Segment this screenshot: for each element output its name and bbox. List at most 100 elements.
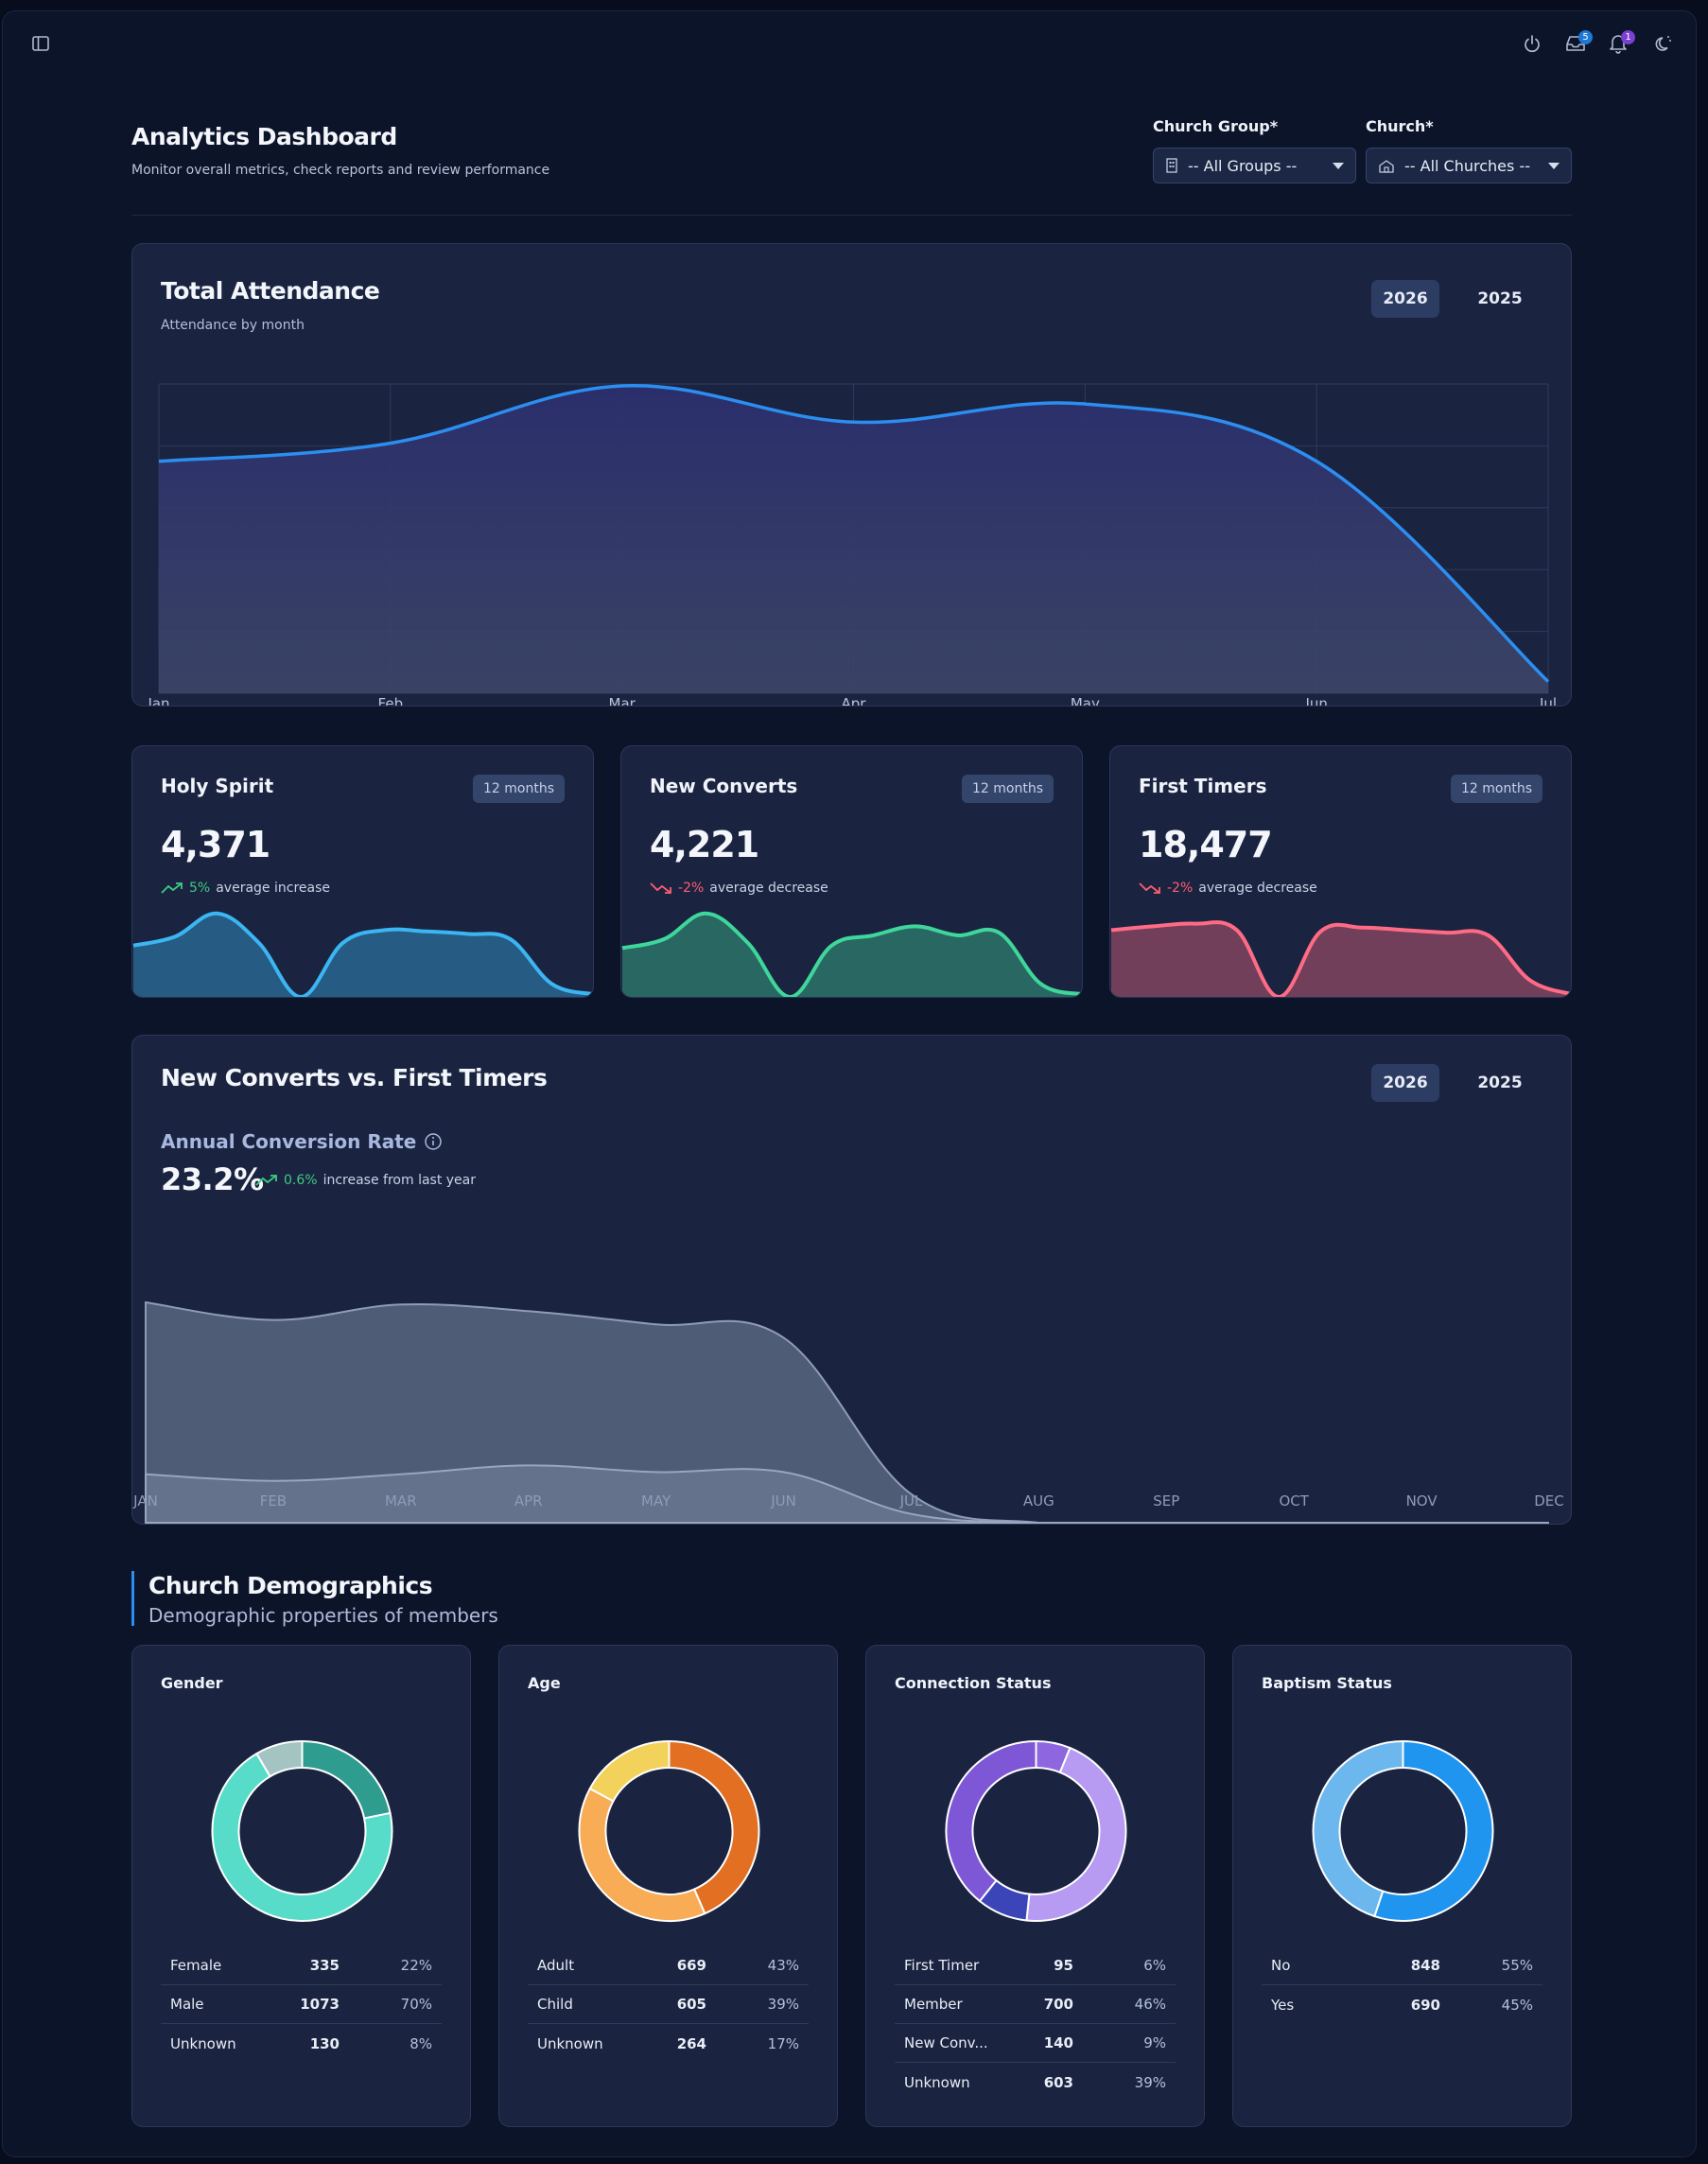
donut-slice-female[interactable] xyxy=(301,1739,392,1820)
page-title: Analytics Dashboard xyxy=(131,123,397,150)
demographics-accent-bar xyxy=(131,1571,134,1626)
attendance-title: Total Attendance xyxy=(161,277,380,305)
demographic-label: Child xyxy=(537,1996,573,2013)
demographic-count: 690 xyxy=(1410,1996,1440,2014)
demographic-label: Yes xyxy=(1271,1996,1295,2014)
demographics-title: Church Demographics xyxy=(148,1572,433,1599)
demographic-row: Unknown 603 39% xyxy=(895,2063,1176,2102)
conversion-rate-value: 23.2% xyxy=(161,1161,264,1197)
conversion-rate-delta-text: increase from last year xyxy=(322,1173,477,1188)
donut-slice-member[interactable] xyxy=(1025,1746,1127,1922)
donut-slice-no[interactable] xyxy=(1373,1739,1494,1922)
demographic-donut xyxy=(945,1739,1127,1922)
theme-toggle-icon[interactable] xyxy=(1651,33,1672,58)
sparkline-area xyxy=(622,913,1082,997)
demographic-row: New Conv... 140 9% xyxy=(895,2024,1176,2063)
demographic-percent: 43% xyxy=(767,1957,799,1974)
power-icon[interactable] xyxy=(1522,33,1542,58)
attendance-chart: Jan Feb Mar Apr May Jun Jul xyxy=(147,383,1557,707)
demographic-count: 130 xyxy=(309,2034,340,2052)
demographic-row: Male 1073 70% xyxy=(161,1985,442,2024)
demographic-row: No 848 55% xyxy=(1262,1946,1542,1985)
sparkline-area xyxy=(1111,922,1571,997)
donut-slice-unknown[interactable] xyxy=(588,1739,671,1803)
stat-period-badge[interactable]: 12 months xyxy=(962,775,1054,803)
demographic-card-connection-status: Connection Status First Timer 95 6% Memb… xyxy=(865,1645,1205,2127)
demographic-title: Age xyxy=(528,1674,561,1692)
donut-slice-child[interactable] xyxy=(578,1787,706,1922)
x-tick-label: Feb xyxy=(378,695,404,707)
conversion-year-2026[interactable]: 2026 xyxy=(1371,1064,1439,1102)
sparkline-line xyxy=(621,911,1082,997)
attendance-year-2026[interactable]: 2026 xyxy=(1371,280,1439,318)
x-tick-label: APR xyxy=(514,1492,543,1510)
church-value: -- All Churches -- xyxy=(1404,156,1530,175)
demographic-percent: 6% xyxy=(1143,1957,1166,1974)
demographic-table: First Timer 95 6% Member 700 46% New Con… xyxy=(895,1946,1176,2102)
attendance-line xyxy=(158,383,1550,683)
demographic-percent: 45% xyxy=(1501,1996,1533,2014)
header-divider xyxy=(131,215,1572,216)
conversion-year-2025[interactable]: 2025 xyxy=(1477,1073,1523,1092)
x-tick-label: Apr xyxy=(842,695,867,707)
stat-trend: 5% average increase xyxy=(161,881,330,896)
app-frame: 5 1 Analytics Dashboard Monitor overall … xyxy=(2,10,1697,2157)
donut-slice-male[interactable] xyxy=(211,1752,393,1922)
sidebar-toggle-icon[interactable] xyxy=(31,34,50,57)
x-tick-label: JUL xyxy=(899,1492,923,1510)
stat-value: 4,371 xyxy=(161,824,270,865)
donut-slice-unknown[interactable] xyxy=(945,1739,1037,1903)
demographic-percent: 9% xyxy=(1143,2034,1166,2051)
stat-card-first-timers: First Timers 12 months 18,477 -2% averag… xyxy=(1109,745,1572,998)
demographic-row: First Timer 95 6% xyxy=(895,1946,1176,1985)
church-group-value: -- All Groups -- xyxy=(1188,156,1298,175)
demographic-percent: 22% xyxy=(400,1957,432,1974)
donut-slice-yes[interactable] xyxy=(1312,1739,1404,1918)
conversion-rate-heading: Annual Conversion Rate xyxy=(161,1130,443,1153)
stat-delta: 5% xyxy=(189,881,211,896)
demographic-percent: 39% xyxy=(767,1996,799,2013)
demographic-label: Male xyxy=(170,1996,204,2013)
demographic-table: Adult 669 43% Child 605 39% Unknown 264 … xyxy=(528,1946,809,2063)
sparkline-line xyxy=(132,911,593,997)
demographic-card-age: Age Adult 669 43% Child 605 39% Unknown … xyxy=(498,1645,838,2127)
demographic-label: Female xyxy=(170,1957,222,1974)
church-group-select[interactable]: -- All Groups -- xyxy=(1153,148,1356,183)
demographic-label: No xyxy=(1271,1957,1291,1974)
stat-period-badge[interactable]: 12 months xyxy=(1451,775,1542,803)
demographic-percent: 70% xyxy=(400,1996,432,2013)
attendance-card: Total Attendance Attendance by month 202… xyxy=(131,243,1572,707)
stat-period-badge[interactable]: 12 months xyxy=(473,775,565,803)
demographic-table: Female 335 22% Male 1073 70% Unknown 130… xyxy=(161,1946,442,2063)
conversion-chart: JAN FEB MAR APR MAY JUN JUL AUG SEP OCT NOV DEC xyxy=(132,1300,1564,1524)
demographic-count: 700 xyxy=(1043,1996,1073,2013)
stat-card-new-converts: New Converts 12 months 4,221 -2% average… xyxy=(620,745,1083,998)
church-select[interactable]: -- All Churches -- xyxy=(1366,148,1572,183)
demographic-label: Member xyxy=(904,1996,963,2013)
stat-sparkline xyxy=(621,911,1082,997)
stat-title: First Timers xyxy=(1139,775,1267,797)
demographic-row: Unknown 264 17% xyxy=(528,2024,809,2063)
inbox-icon[interactable] xyxy=(1564,33,1587,58)
trend-down-icon xyxy=(1139,882,1160,894)
stat-delta-text: average increase xyxy=(216,881,330,896)
conversion-rate-delta: 0.6% xyxy=(284,1173,318,1188)
bell-icon[interactable] xyxy=(1608,32,1629,58)
demographic-donut xyxy=(211,1739,393,1922)
attendance-year-2025[interactable]: 2025 xyxy=(1477,289,1523,308)
stat-trend: -2% average decrease xyxy=(1139,881,1317,896)
x-tick-label: May xyxy=(1071,695,1100,707)
demographic-card-baptism-status: Baptism Status No 848 55% Yes 690 45% xyxy=(1232,1645,1572,2127)
demographic-percent: 17% xyxy=(767,2034,799,2052)
inbox-badge: 5 xyxy=(1578,30,1593,44)
donut-slice-unknown[interactable] xyxy=(255,1739,304,1778)
demographic-label: Adult xyxy=(537,1957,575,1974)
chevron-down-icon xyxy=(1548,162,1560,169)
x-tick-label: Jul xyxy=(1539,695,1557,707)
demographic-title: Gender xyxy=(161,1674,223,1692)
x-tick-label: MAY xyxy=(641,1492,671,1510)
demographic-percent: 55% xyxy=(1501,1957,1533,1974)
x-tick-label: JAN xyxy=(132,1492,158,1510)
donut-slice-adult[interactable] xyxy=(668,1739,760,1915)
info-icon[interactable] xyxy=(424,1132,443,1151)
